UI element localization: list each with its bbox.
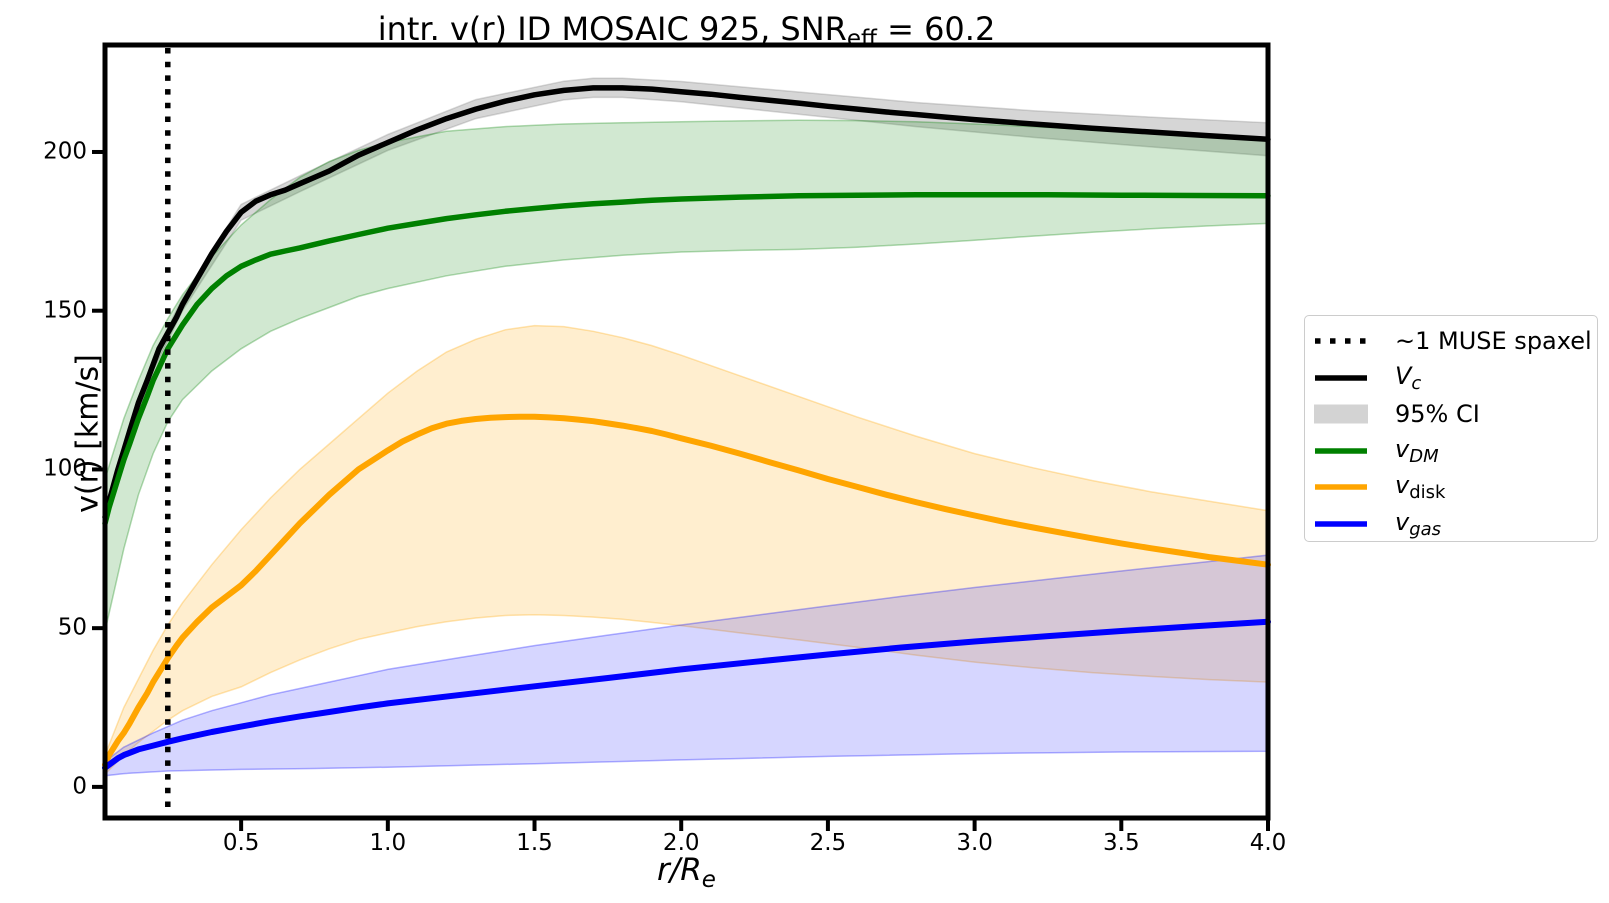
legend-item: ~1 MUSE spaxel: [1305, 323, 1597, 360]
legend-sample-dotted-icon: [1315, 338, 1367, 344]
y-tick-label-200: 200: [43, 138, 87, 165]
x-axis-label-subscript: e: [701, 867, 716, 893]
axes-spines: [102, 42, 1271, 821]
y-tick-label-0: 0: [72, 773, 87, 800]
legend-item: 95% CI: [1305, 396, 1597, 433]
plot-title-subscript: eff: [846, 26, 877, 52]
x-tick-label-1.0: 1.0: [369, 830, 407, 856]
x-tick-label-3.0: 3.0: [956, 830, 993, 856]
x-tick-label-2.5: 2.5: [809, 830, 847, 856]
vDM-curve: [102, 192, 1271, 527]
x-tick-label-1.5: 1.5: [516, 830, 553, 856]
y-axis-label: v(r) [km/s]: [70, 354, 106, 513]
legend-sample-line-icon: [1315, 484, 1367, 490]
legend-sample-patch-icon: [1314, 404, 1368, 424]
legend-item: vDM: [1305, 433, 1597, 470]
legend-item: Vc: [1305, 360, 1597, 397]
legend-label: vDM: [1395, 434, 1439, 467]
legend: ~1 MUSE spaxel Vc 95% CI vDM vdisk vgas: [1304, 315, 1598, 542]
vgas-curve: [102, 618, 1271, 771]
x-tick-label-3.5: 3.5: [1103, 830, 1140, 856]
legend-sample-line-icon: [1315, 375, 1367, 381]
Vc-curve: [102, 85, 1271, 520]
x-tick-label-4.0: 4.0: [1249, 830, 1287, 856]
legend-item: vdisk: [1305, 469, 1597, 506]
vgas-uncertainty-band: [104, 554, 1269, 777]
y-tick-label-50: 50: [57, 614, 87, 641]
legend-label: vdisk: [1395, 471, 1446, 504]
legend-item: vgas: [1305, 506, 1597, 543]
legend-sample-line-icon: [1315, 448, 1367, 454]
x-tick-label-0.5: 0.5: [222, 830, 260, 856]
plot-title-main: intr. v(r) ID MOSAIC 925, SNR: [377, 10, 847, 48]
y-tick-label-150: 150: [43, 297, 87, 324]
plot-title-suffix: = 60.2: [876, 10, 996, 48]
x-tick-label-2.0: 2.0: [662, 830, 700, 856]
legend-label: 95% CI: [1395, 400, 1480, 429]
vdisk-curve: [102, 413, 1271, 768]
legend-label: ~1 MUSE spaxel: [1395, 327, 1592, 356]
x-axis-label-main: r/R: [657, 852, 702, 888]
legend-sample-line-icon: [1315, 521, 1367, 527]
plot-title: intr. v(r) ID MOSAIC 925, SNReff = 60.2: [105, 10, 1268, 52]
x-axis-label: r/Re: [105, 852, 1268, 893]
legend-label: Vc: [1395, 361, 1422, 394]
legend-label: vgas: [1395, 507, 1442, 540]
y-tick-label-100: 100: [43, 455, 87, 482]
